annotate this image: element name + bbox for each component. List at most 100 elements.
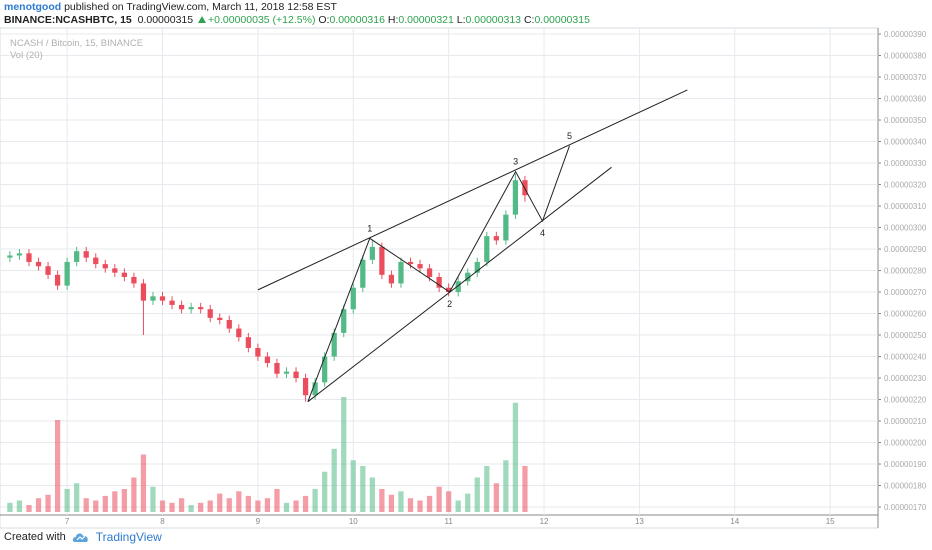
close-label: C: [523, 14, 535, 26]
open-label: O: [318, 14, 330, 26]
trend-line [257, 89, 688, 291]
volume-bar [198, 502, 204, 512]
x-tick-label: 11 [444, 517, 453, 526]
volume-bar [35, 498, 42, 512]
y-tick-label: 0.00000320 [884, 181, 927, 190]
volume-bar [45, 494, 51, 512]
volume-bar [360, 466, 366, 512]
volume-bar [264, 498, 271, 512]
publish-line: menotgood published on TradingView.com, … [4, 1, 590, 14]
candle-body [322, 356, 328, 383]
change: +0.00000035 (+12.5%) [208, 14, 316, 26]
candle-body [245, 337, 251, 348]
x-tick-label: 15 [826, 517, 835, 526]
candle-body [283, 371, 290, 374]
volume-legend: Vol (20) [10, 50, 43, 61]
wave-label: 2 [447, 299, 452, 309]
candle-body [512, 180, 519, 215]
volume-bar [474, 477, 480, 512]
volume-bar [83, 498, 89, 512]
volume-bar [121, 489, 127, 512]
volume-bar [102, 495, 108, 512]
y-tick-label: 0.00000350 [884, 116, 927, 125]
candle-body [159, 296, 166, 301]
y-tick-label: 0.00000240 [884, 353, 927, 362]
volume-bar [407, 498, 414, 512]
candle-body [522, 180, 528, 196]
header: menotgood published on TradingView.com, … [4, 1, 590, 27]
candle-body [274, 362, 280, 374]
candle-body [360, 259, 366, 288]
candle-body [407, 261, 414, 265]
x-tick-label: 8 [160, 517, 165, 526]
series-legend: NCASH / Bitcoin, 15, BINANCE [10, 38, 143, 49]
candle-body [417, 264, 423, 269]
volume-bar [188, 505, 194, 512]
candle-body [388, 274, 395, 284]
close: 0.00000315 [534, 14, 590, 26]
volume-bar [341, 397, 347, 512]
candle-body [178, 304, 185, 310]
candle-body [54, 274, 61, 286]
volume-bar [398, 491, 404, 512]
volume-bar [455, 500, 461, 512]
candle-body [35, 261, 42, 267]
candle-body [93, 257, 99, 265]
volume-bar [178, 498, 185, 512]
author: menotgood [4, 1, 62, 13]
volume-bar [64, 489, 70, 512]
volume-bar [293, 500, 299, 512]
candle-body [236, 328, 242, 338]
candle-body [436, 276, 442, 288]
volume-bar [26, 505, 32, 512]
volume-bar [112, 491, 118, 512]
volume-bar [436, 486, 442, 512]
candle-body [255, 347, 261, 357]
x-tick-label: 13 [635, 517, 644, 526]
volume-bar [465, 493, 471, 512]
volume-bar [207, 500, 213, 512]
volume-bar [493, 483, 499, 512]
y-tick-label: 0.00000370 [884, 73, 927, 82]
published: published on TradingView.com, March 11, … [64, 1, 337, 13]
volume-bar [512, 402, 519, 512]
y-tick-label: 0.00000280 [884, 267, 927, 276]
wave-label: 4 [540, 228, 545, 238]
candle-body [474, 261, 480, 273]
y-tick-label: 0.00000340 [884, 138, 927, 147]
candle-body [207, 309, 213, 318]
candle-body [455, 281, 461, 293]
y-tick-label: 0.00000310 [884, 202, 927, 211]
candle-body [169, 300, 175, 305]
candle-body [302, 378, 309, 396]
candle-body [446, 287, 452, 293]
candle-body [121, 272, 127, 277]
footer: Created with TradingView [4, 530, 162, 544]
volume-bar [379, 489, 385, 512]
candle-body [493, 236, 499, 241]
trend-line [307, 166, 612, 403]
x-tick-label: 12 [540, 517, 549, 526]
y-tick-label: 0.00000330 [884, 159, 927, 168]
candle-body [112, 268, 118, 273]
candle-body [484, 236, 490, 262]
x-tick-label: 9 [256, 517, 261, 526]
volume-bar [503, 460, 509, 512]
candle-body [26, 253, 32, 262]
high-label: H: [387, 14, 399, 26]
candle-body [331, 332, 337, 357]
volume-bar [54, 420, 61, 512]
candle-body [188, 307, 194, 310]
volume-bar [322, 471, 328, 512]
volume-bar [217, 493, 223, 512]
candle-body [350, 287, 356, 310]
candle-body [426, 268, 433, 277]
candle-body [398, 261, 404, 284]
y-tick-label: 0.00000300 [884, 224, 927, 233]
volume-bar [331, 448, 337, 512]
y-tick-label: 0.00000360 [884, 95, 927, 104]
candle-body [198, 307, 204, 310]
brand: TradingView [95, 530, 162, 544]
volume-bar [369, 477, 375, 512]
